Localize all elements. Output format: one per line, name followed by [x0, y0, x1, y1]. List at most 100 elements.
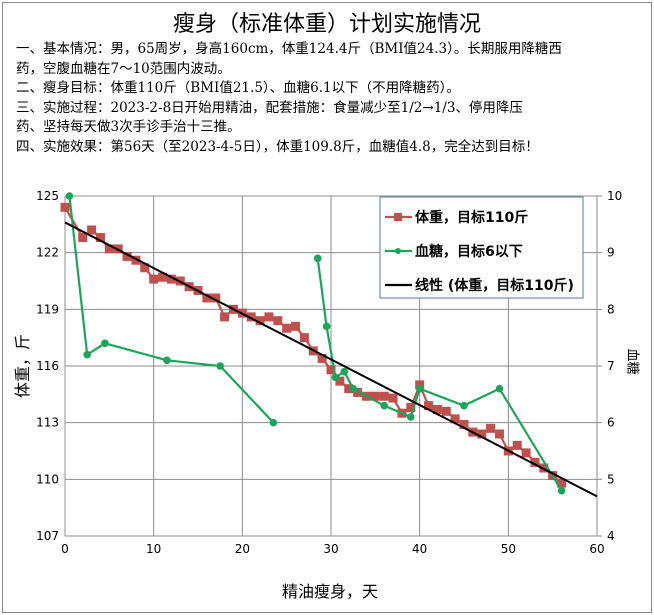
- weight-point: [104, 244, 114, 254]
- weight-point: [459, 420, 469, 430]
- weight-point: [291, 321, 301, 331]
- glucose-point: [349, 384, 357, 393]
- glucose-point: [216, 362, 224, 370]
- y2-tick-label: 5: [607, 472, 615, 486]
- x-axis-label: 精油瘦身，天: [281, 582, 378, 601]
- weight-point: [557, 478, 567, 488]
- glucose-point: [380, 401, 389, 410]
- weight-point: [131, 255, 141, 265]
- description-line: 三、实施过程：2023-2-8日开始用精油，配套措施：食量减少至1/2→1/3、…: [16, 99, 523, 116]
- y2-tick-label: 8: [607, 302, 615, 316]
- weight-point: [326, 365, 336, 375]
- series-line: [68, 195, 275, 424]
- weight-point: [60, 202, 70, 212]
- glucose-point: [557, 486, 566, 495]
- weight-point: [450, 414, 460, 424]
- glucose-point: [269, 418, 278, 427]
- y-tick-label: 122: [36, 246, 59, 260]
- weight-point: [370, 391, 380, 401]
- y-tick-label: 113: [36, 416, 59, 430]
- legend-label: 体重，目标110斤: [415, 209, 528, 226]
- weight-point: [202, 293, 212, 303]
- legend-label: 线性 (体重，目标110斤): [415, 277, 574, 294]
- weight-point: [211, 293, 221, 303]
- glucose-point: [495, 384, 504, 393]
- y-tick-label: 116: [36, 359, 59, 373]
- weight-point: [406, 403, 416, 413]
- description-line: 药、坚持每天做3次手诊手治十三推。: [16, 119, 241, 135]
- y-tick-label: 107: [36, 529, 59, 543]
- weight-point: [521, 448, 531, 458]
- glucose-point: [415, 384, 424, 393]
- weight-point: [273, 316, 283, 326]
- weight-point: [255, 316, 265, 326]
- weight-point: [512, 440, 522, 450]
- weight-point: [335, 376, 345, 386]
- legend-marker: [394, 213, 402, 221]
- page-title: 瘦身（标准体重）计划实施情况: [172, 12, 481, 37]
- weight-point: [388, 393, 398, 403]
- description-line: 二、瘦身目标：体重110斤（BMI值21.5）、血糖6.1以下（不用降糖药）。: [16, 80, 460, 96]
- weight-point: [78, 233, 88, 243]
- weight-point: [494, 429, 504, 439]
- weight-point: [87, 225, 97, 235]
- y-axis-label: 体重，斤: [13, 334, 32, 399]
- weight-point: [530, 457, 540, 467]
- weight-point: [432, 404, 442, 414]
- weight-point: [149, 274, 159, 284]
- y-tick-label: 119: [36, 302, 59, 316]
- y2-tick-label: 9: [607, 246, 615, 260]
- y2-tick-label: 7: [607, 359, 615, 373]
- description-line: 四、实施效果：第56天（至2023-4-5日），体重109.8斤，血糖值4.8，…: [16, 138, 539, 155]
- y2-tick-label: 4: [607, 529, 615, 543]
- description: 一、基本情况：男，65周岁，身高160cm，体重124.4斤（BMI值24.3）…: [16, 40, 646, 157]
- y2-tick-label: 6: [607, 416, 615, 430]
- y2-tick-label: 10: [607, 189, 622, 203]
- weight-point: [353, 387, 363, 397]
- weight-point: [424, 401, 434, 411]
- x-tick-label: 50: [501, 542, 516, 556]
- weight-point: [317, 353, 327, 363]
- weight-point: [264, 312, 274, 322]
- x-tick-label: 30: [323, 542, 338, 556]
- y2-axis-label: 血糖: [624, 348, 640, 375]
- weight-point: [246, 312, 256, 322]
- weight-point: [486, 423, 496, 433]
- description-line: 药，空腹血糖在7～10范围内波动。: [16, 60, 231, 77]
- x-tick-label: 20: [235, 542, 250, 556]
- legend-box: [379, 196, 584, 299]
- weight-point: [441, 406, 451, 416]
- glucose-point: [322, 322, 331, 331]
- y-tick-label: 110: [36, 472, 59, 486]
- weight-point: [166, 274, 176, 284]
- x-tick-label: 40: [412, 542, 427, 556]
- legend-marker: [395, 248, 401, 254]
- legend-label: 血糖，目标6以下: [415, 243, 523, 260]
- glucose-point: [331, 373, 340, 382]
- glucose-point: [101, 339, 109, 348]
- weight-point: [282, 323, 292, 333]
- weight-point: [158, 272, 168, 282]
- weight-point: [344, 384, 354, 394]
- weight-point: [122, 251, 132, 261]
- glucose-point: [65, 192, 74, 200]
- x-tick-label: 10: [146, 542, 161, 556]
- weight-point: [95, 233, 105, 243]
- weight-point: [140, 263, 150, 273]
- x-tick-label: 60: [589, 542, 604, 556]
- glucose-point: [163, 356, 171, 365]
- weight-point: [220, 312, 230, 322]
- glucose-point: [83, 350, 91, 359]
- glucose-point: [460, 401, 468, 410]
- y-tick-label: 125: [36, 189, 59, 203]
- weight-point: [379, 391, 389, 401]
- x-tick-label: 0: [61, 542, 69, 556]
- weight-point: [477, 429, 487, 439]
- description-line: 一、基本情况：男，65周岁，身高160cm，体重124.4斤（BMI值24.3）…: [16, 41, 562, 57]
- weight-point: [299, 333, 309, 343]
- glucose-point: [407, 413, 415, 421]
- glucose-point: [340, 367, 349, 376]
- trendline: [64, 221, 598, 498]
